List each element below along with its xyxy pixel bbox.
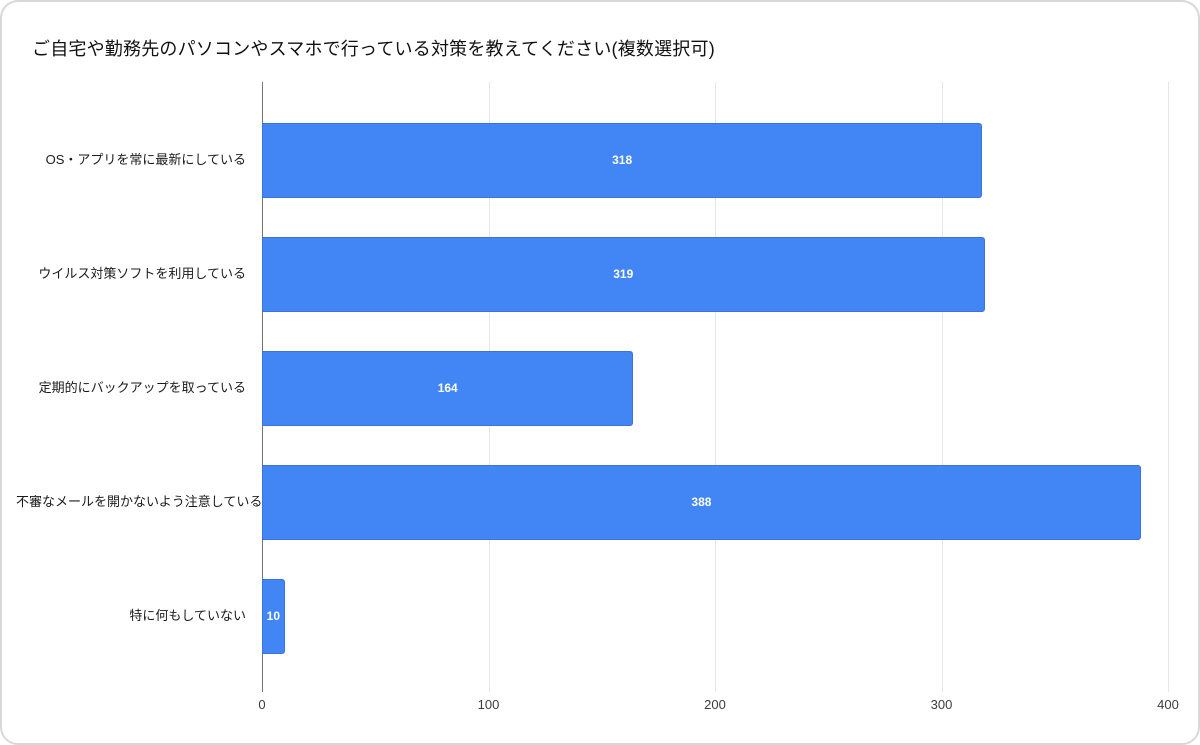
- bar-value-label: 319: [613, 267, 634, 281]
- x-tick-label: 0: [258, 697, 266, 712]
- gridline: [941, 82, 943, 692]
- bar-value-label: 10: [266, 609, 280, 623]
- gridline: [715, 82, 716, 692]
- gridline: [1168, 82, 1169, 692]
- category-label: 特に何もしていない: [129, 608, 246, 623]
- x-axis: 0 100 200 300 400: [258, 697, 1178, 717]
- x-tick-label: 100: [477, 697, 500, 712]
- x-tick-label: 400: [1157, 697, 1179, 712]
- bar-value-label: 164: [437, 381, 458, 395]
- bar-value-label: 318: [612, 153, 633, 167]
- category-label: OS・アプリを常に最新にしている: [45, 152, 246, 167]
- chart-title: ご自宅や勤務先のパソコンやスマホで行っている対策を教えてください(複数選択可): [32, 39, 715, 59]
- plot-area: 318 319 164 388 10: [262, 82, 1169, 692]
- bar: 164: [262, 350, 634, 426]
- bar: 10: [262, 578, 285, 654]
- bar: 318: [262, 122, 983, 198]
- category-axis: OS・アプリを常に最新にしているウイルス対策ソフトを利用している 定期的にバックア…: [2, 82, 263, 692]
- category-label: 定期的にバックアップを取っている: [38, 380, 246, 395]
- bar: 319: [262, 236, 985, 312]
- category-label: 不審なメールを開かないよう注意している: [16, 494, 263, 509]
- x-tick-label: 300: [930, 697, 953, 712]
- category-label: ウイルス対策ソフトを利用している: [38, 266, 246, 281]
- x-tick-label: 200: [704, 697, 726, 712]
- bar: 388: [262, 464, 1141, 540]
- bar-value-label: 388: [691, 495, 712, 509]
